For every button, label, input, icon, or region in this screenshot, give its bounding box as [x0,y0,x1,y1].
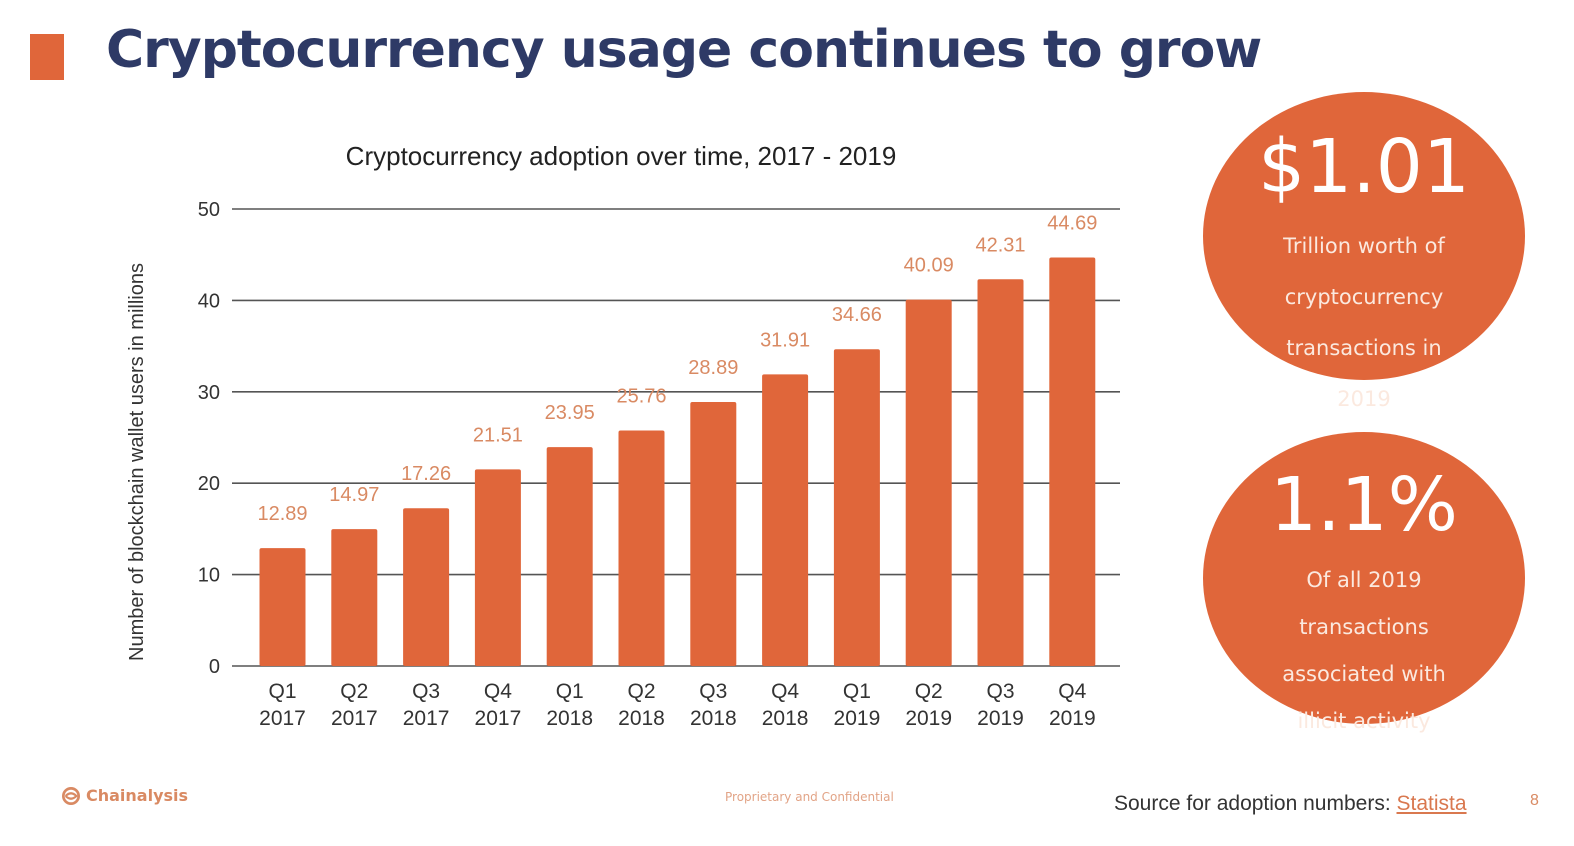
data-label: 40.09 [904,255,954,277]
bar [690,401,737,666]
x-tick-label-year: 2017 [403,707,450,730]
stat-description-line: associated with [1282,662,1446,686]
x-tick-label-quarter: Q2 [627,680,655,703]
x-tick-label-year: 2019 [834,707,881,730]
data-label: 28.89 [688,357,738,379]
logo-text: Chainalysis [86,786,189,805]
x-tick-label-year: 2018 [762,707,809,730]
bar [1049,257,1096,666]
bar [259,548,306,666]
chart-title: Cryptocurrency adoption over time, 2017 … [346,141,897,171]
x-tick-label-year: 2017 [259,707,306,730]
stat-circle-transaction-volume: $1.01 Trillion worth of cryptocurrency t… [1203,92,1525,411]
bar [618,430,665,666]
x-tick-label-quarter: Q4 [771,680,799,703]
x-tick-label-quarter: Q3 [699,680,727,703]
stat-value: $1.01 [1258,124,1470,210]
bar [977,279,1024,666]
stat-description-line: transactions in [1286,336,1442,360]
data-label: 21.51 [473,424,523,446]
y-axis-label: Number of blockchain wallet users in mil… [126,263,148,661]
page-number: 8 [1530,792,1539,809]
source-note: Source for adoption numbers: Statista [1114,792,1467,816]
data-label: 14.97 [329,484,379,506]
data-label: 42.31 [975,234,1025,256]
data-label: 34.66 [832,304,882,326]
x-tick-label-year: 2018 [690,707,737,730]
x-tick-labels: Q1 2017 Q2 2017 Q3 2017 Q4 2017 Q1 2018 Q2 2018 Q3 20… [259,680,1096,730]
data-label: 17.26 [401,463,451,485]
bar-chart: Cryptocurrency adoption over time, 2017 … [126,141,1120,730]
gridlines [232,208,1120,667]
bar [762,374,809,666]
y-tick-label: 30 [198,382,220,404]
x-tick-label-year: 2019 [977,707,1024,730]
y-tick-label: 20 [198,473,220,495]
data-label: 31.91 [760,329,810,351]
x-tick-label-quarter: Q1 [843,680,871,703]
bar [546,447,593,666]
x-tick-label-quarter: Q2 [340,680,368,703]
stat-description-line: Trillion worth of [1283,234,1445,258]
data-label: 23.95 [545,402,595,424]
x-tick-label-quarter: Q4 [484,680,512,703]
x-tick-label-year: 2019 [905,707,952,730]
x-tick-label-year: 2018 [618,707,665,730]
chainalysis-logo: Chainalysis [62,786,188,805]
y-tick-label: 10 [198,565,220,587]
data-label: 25.76 [616,386,666,408]
data-labels: 12.89 14.97 17.26 21.51 23.95 25.76 28.89 31.91… [257,213,1097,526]
y-tick-labels: 0 10 20 30 40 50 [198,199,220,678]
x-tick-label-year: 2017 [475,707,522,730]
x-tick-label-quarter: Q4 [1058,680,1086,703]
data-label: 44.69 [1047,213,1097,235]
x-tick-label-year: 2019 [1049,707,1096,730]
stat-circle-illicit-share: 1.1% Of all 2019 transactions associated… [1203,432,1525,733]
bar [474,469,521,666]
x-tick-label-year: 2017 [331,707,378,730]
confidential-notice: Proprietary and Confidential [725,790,894,804]
x-tick-label-quarter: Q1 [268,680,296,703]
chainalysis-logo-icon [62,786,80,805]
bar [905,299,952,666]
stat-description-line: illicit activity [1297,709,1431,733]
data-label: 12.89 [257,503,307,525]
bar [403,508,450,666]
stat-description-line: 2019 [1337,387,1391,411]
y-tick-label: 0 [209,656,220,678]
bar [833,349,880,666]
source-link-statista[interactable]: Statista [1396,792,1467,815]
x-tick-label-quarter: Q1 [556,680,584,703]
slide-title: Cryptocurrency usage continues to grow [106,20,1262,80]
x-tick-label-quarter: Q3 [412,680,440,703]
title-accent-square [30,34,64,80]
x-tick-label-quarter: Q2 [915,680,943,703]
bars [259,257,1096,666]
source-prefix: Source for adoption numbers: [1114,792,1397,815]
stat-value: 1.1% [1270,462,1458,548]
y-tick-label: 40 [198,290,220,312]
bar [331,529,378,666]
y-tick-label: 50 [198,199,220,221]
x-tick-label-quarter: Q3 [986,680,1014,703]
stat-description-line: transactions [1299,615,1429,639]
stat-description-line: Of all 2019 [1306,568,1422,592]
x-tick-label-year: 2018 [546,707,593,730]
stat-description-line: cryptocurrency [1284,285,1444,309]
